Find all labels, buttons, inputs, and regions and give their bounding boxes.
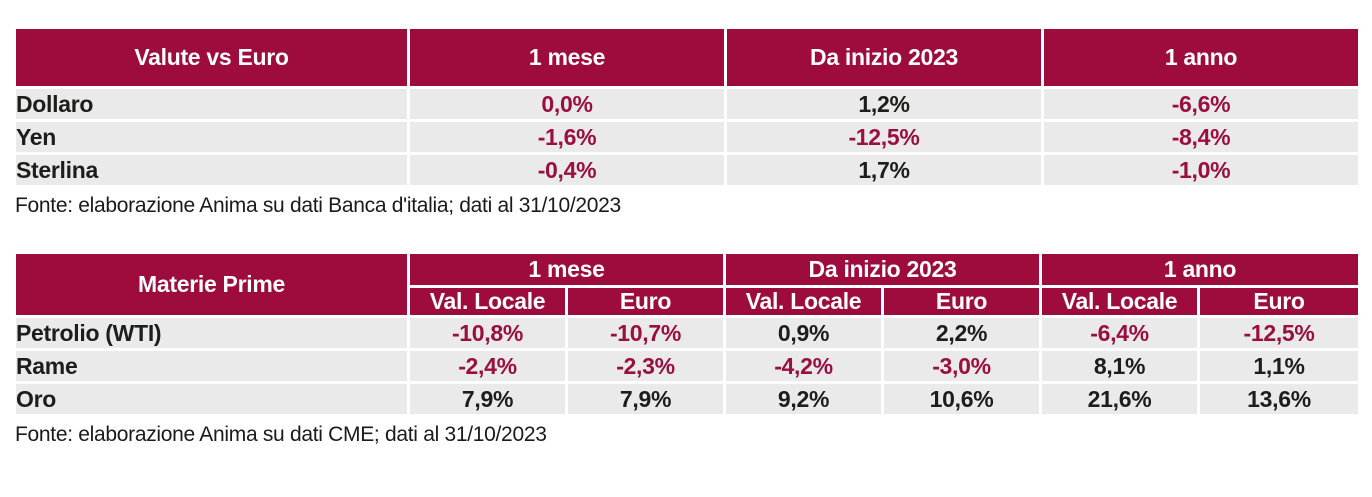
commodities-table: Materie Prime 1 mese Da inizio 2023 1 an…: [13, 251, 1362, 417]
value-cell: -1,6%: [407, 119, 727, 155]
sub-header-euro: Euro: [1197, 285, 1362, 318]
value-cell: 21,6%: [1039, 381, 1201, 417]
value-cell: 2,2%: [880, 315, 1043, 351]
value-cell: 9,2%: [723, 381, 884, 417]
value-cell: -0,4%: [407, 152, 727, 188]
value-cell: 1,1%: [1197, 348, 1362, 384]
value-cell: -10,7%: [565, 315, 726, 351]
value-cell: 0,9%: [723, 315, 884, 351]
commodities-source-note: Fonte: elaborazione Anima su dati CME; d…: [15, 423, 547, 446]
column-header-1-anno: 1 anno: [1041, 26, 1361, 89]
column-header-da-inizio-2023: Da inizio 2023: [724, 26, 1044, 89]
commodities-table-title: Materie Prime: [13, 251, 410, 318]
currencies-table: Valute vs Euro 1 mese Da inizio 2023 1 a…: [13, 26, 1361, 188]
value-cell: -2,4%: [407, 348, 568, 384]
sub-header-val-locale: Val. Locale: [1039, 285, 1201, 318]
value-cell: 7,9%: [565, 381, 726, 417]
table-row-sterlina: Sterlina -0,4% 1,7% -1,0%: [13, 152, 1361, 188]
table-row-yen: Yen -1,6% -12,5% -8,4%: [13, 119, 1361, 155]
column-header-1-mese: 1 mese: [407, 26, 727, 89]
value-cell: 1,7%: [724, 152, 1044, 188]
table-row-rame: Rame -2,4% -2,3% -4,2% -3,0% 8,1% 1,1%: [13, 348, 1362, 384]
row-label: Petrolio (WTI): [13, 315, 410, 351]
currencies-header-row: Valute vs Euro 1 mese Da inizio 2023 1 a…: [13, 26, 1361, 89]
value-cell: -6,6%: [1041, 86, 1361, 122]
value-cell: -6,4%: [1039, 315, 1201, 351]
value-cell: -3,0%: [880, 348, 1043, 384]
value-cell: 13,6%: [1197, 381, 1362, 417]
value-cell: -8,4%: [1041, 119, 1361, 155]
value-cell: 0,0%: [407, 86, 727, 122]
currencies-source-note: Fonte: elaborazione Anima su dati Banca …: [15, 194, 621, 217]
commodities-sub-header-row: Val. Locale Euro Val. Locale Euro Val. L…: [15, 285, 1362, 318]
value-cell: -12,5%: [724, 119, 1044, 155]
table-row-petrolio-wti: Petrolio (WTI) -10,8% -10,7% 0,9% 2,2% -…: [13, 315, 1362, 351]
table-row-dollaro: Dollaro 0,0% 1,2% -6,6%: [13, 86, 1361, 122]
sub-header-euro: Euro: [880, 285, 1043, 318]
value-cell: -1,0%: [1041, 152, 1361, 188]
value-cell: 7,9%: [407, 381, 568, 417]
commodities-group-header-row: Materie Prime 1 mese Da inizio 2023 1 an…: [13, 251, 1362, 318]
group-header-da-inizio-2023: Da inizio 2023: [722, 251, 1043, 288]
group-header-1-anno: 1 anno: [1039, 251, 1362, 288]
value-cell: 10,6%: [880, 381, 1043, 417]
value-cell: -2,3%: [565, 348, 726, 384]
value-cell: 8,1%: [1039, 348, 1201, 384]
row-label: Oro: [13, 381, 410, 417]
row-label: Sterlina: [13, 152, 410, 188]
value-cell: 1,2%: [724, 86, 1044, 122]
value-cell: -4,2%: [723, 348, 884, 384]
row-label: Yen: [13, 119, 410, 155]
row-label: Rame: [13, 348, 410, 384]
group-header-1-mese: 1 mese: [407, 251, 726, 288]
table-row-oro: Oro 7,9% 7,9% 9,2% 10,6% 21,6% 13,6%: [13, 381, 1362, 417]
value-cell: -10,8%: [407, 315, 568, 351]
value-cell: -12,5%: [1197, 315, 1362, 351]
currencies-table-title: Valute vs Euro: [13, 26, 410, 89]
sub-header-euro: Euro: [565, 285, 726, 318]
sub-header-val-locale: Val. Locale: [723, 285, 884, 318]
sub-header-val-locale: Val. Locale: [407, 285, 568, 318]
row-label: Dollaro: [13, 86, 410, 122]
